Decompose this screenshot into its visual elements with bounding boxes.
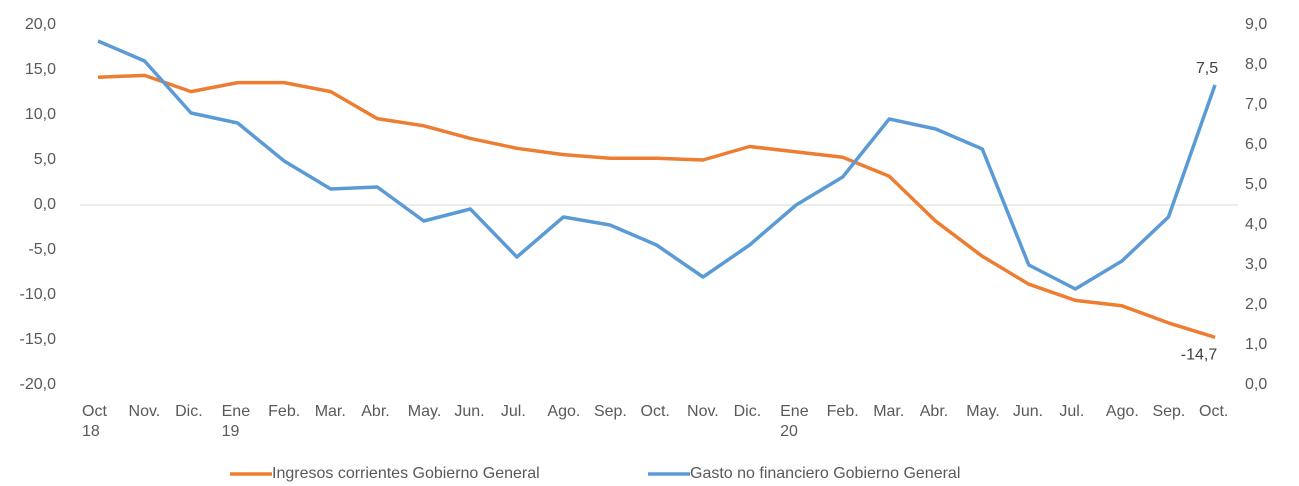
y-tick-label: 0,0: [34, 196, 56, 213]
x-tick-label: Jul.: [1059, 403, 1085, 420]
x-tick-label: Abr.: [919, 403, 949, 420]
y-tick-label: 5,0: [34, 151, 56, 168]
x-tick-label: Oct.: [1199, 403, 1229, 420]
x-tick-label: Dic.: [175, 403, 203, 420]
x-tick-label: Mar.: [873, 403, 905, 420]
x-tick-label: Mar.: [314, 403, 346, 420]
x-tick-label: Ago.: [547, 403, 581, 420]
y-tick-label: -10,0: [20, 286, 57, 303]
x-tick-label: May.: [407, 403, 442, 420]
x-tick-label: Dic.: [733, 403, 762, 420]
y2-tick-label: 4,0: [1245, 216, 1267, 233]
x-tick-label: Sep.: [593, 403, 627, 420]
y-tick-label: 15,0: [25, 61, 56, 78]
x-tick-label: Oct 18: [82, 403, 107, 440]
x-tick-label: Ene 20: [780, 403, 809, 440]
x-tick-label: Jun.: [454, 403, 485, 420]
y-tick-label: -5,0: [28, 241, 56, 258]
series-line: [97, 73, 1216, 339]
x-tick-label: Jun.: [1012, 403, 1044, 420]
x-tick-label: Feb.: [826, 403, 859, 420]
y2-tick-label: 2,0: [1245, 296, 1267, 313]
y2-tick-label: 8,0: [1245, 56, 1267, 73]
x-tick-label: Ago.: [1105, 403, 1139, 420]
y2-tick-label: 7,0: [1245, 96, 1267, 113]
x-tick-label: Sep.: [1152, 403, 1186, 420]
y-tick-label: 10,0: [25, 106, 56, 123]
series-line: [97, 39, 1217, 291]
x-tick-label: Abr.: [361, 403, 390, 420]
y2-tick-label: 1,0: [1245, 336, 1267, 353]
y-tick-label: 20,0: [25, 16, 56, 33]
x-tick-label: Nov.: [128, 403, 161, 420]
y2-tick-label: 6,0: [1245, 136, 1267, 153]
y2-tick-label: 3,0: [1245, 256, 1267, 273]
x-tick-label: Jul.: [500, 403, 526, 420]
x-tick-label: May.: [966, 403, 1000, 420]
data-label: 7,5: [1196, 60, 1218, 77]
legend-label: Ingresos corrientes Gobierno General: [272, 465, 540, 482]
legend-label: Gasto no financiero Gobierno General: [690, 465, 960, 482]
x-tick-label: Oct.: [640, 403, 670, 420]
y-tick-label: -15,0: [20, 331, 57, 348]
x-tick-label: Nov.: [687, 403, 719, 420]
y-tick-label: -20,0: [20, 376, 57, 393]
y2-tick-label: 0,0: [1245, 376, 1267, 393]
data-label: -14,7: [1181, 347, 1218, 364]
x-tick-label: Ene 19: [221, 403, 251, 440]
y2-tick-label: 9,0: [1245, 16, 1267, 33]
x-tick-label: Feb.: [268, 403, 301, 420]
y2-tick-label: 5,0: [1245, 176, 1267, 193]
